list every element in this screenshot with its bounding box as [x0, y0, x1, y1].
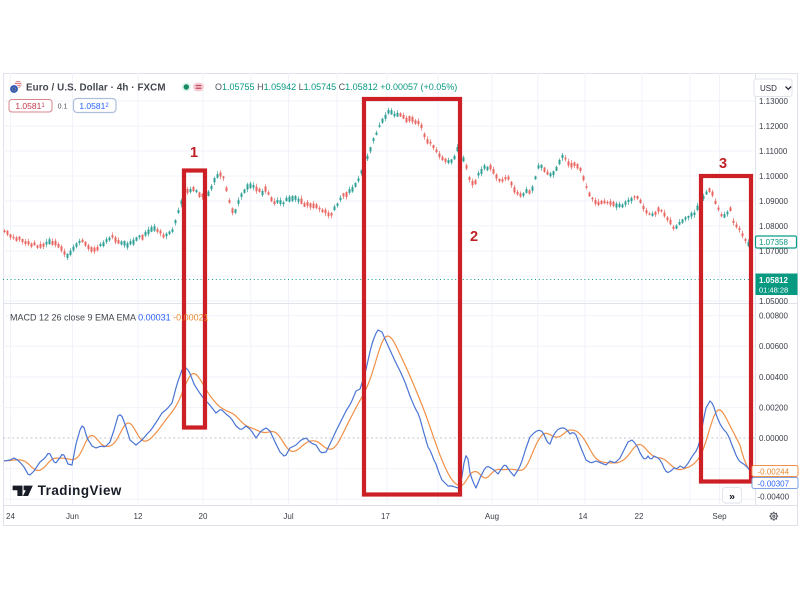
svg-text:Sep: Sep: [712, 512, 727, 521]
svg-text:Jul: Jul: [283, 512, 293, 521]
svg-text:MACD 12 26 close 9 EMA EMA 0.0: MACD 12 26 close 9 EMA EMA 0.00031 -0.00…: [10, 313, 209, 323]
svg-text:24: 24: [6, 512, 15, 521]
svg-text:0.00400: 0.00400: [759, 373, 788, 382]
svg-text:1.13000: 1.13000: [759, 97, 788, 106]
svg-text:Jun: Jun: [66, 512, 79, 521]
svg-text:0.00200: 0.00200: [759, 403, 788, 412]
svg-text:Euro / U.S. Dollar · 4h · FXCM: Euro / U.S. Dollar · 4h · FXCM: [26, 83, 166, 94]
svg-text:0.00800: 0.00800: [759, 312, 788, 321]
svg-text:Aug: Aug: [485, 512, 499, 521]
svg-text:12: 12: [134, 512, 143, 521]
svg-text:2: 2: [470, 229, 478, 245]
svg-text:-0.00400: -0.00400: [758, 492, 790, 501]
svg-text:0.1: 0.1: [58, 104, 68, 111]
svg-text:01:48:28: 01:48:28: [759, 286, 788, 295]
svg-text:0.00000: 0.00000: [759, 434, 788, 443]
svg-text:1.11000: 1.11000: [759, 147, 788, 156]
svg-text:-0.00307: -0.00307: [758, 480, 790, 489]
svg-text:22: 22: [635, 512, 644, 521]
svg-text:20: 20: [199, 512, 208, 521]
svg-text:1.08000: 1.08000: [759, 222, 788, 231]
svg-text:O1.05755 H1.05942 L1.05745 C1.: O1.05755 H1.05942 L1.05745 C1.05812 +0.0…: [215, 82, 457, 92]
svg-text:1: 1: [190, 145, 198, 161]
svg-text:1.05811: 1.05811: [15, 101, 45, 111]
svg-text:0.00600: 0.00600: [759, 342, 788, 351]
svg-text:TradingView: TradingView: [38, 483, 122, 498]
svg-text:1.10000: 1.10000: [759, 172, 788, 181]
svg-text:3: 3: [719, 156, 727, 172]
svg-text:1.05812: 1.05812: [79, 101, 109, 111]
svg-text:1.12000: 1.12000: [759, 122, 788, 131]
svg-text:-0.00244: -0.00244: [758, 468, 790, 477]
svg-text:1.07000: 1.07000: [759, 247, 788, 256]
svg-text:1.07358: 1.07358: [759, 238, 788, 247]
svg-text:1.09000: 1.09000: [759, 197, 788, 206]
svg-text:17: 17: [381, 512, 390, 521]
svg-text:»: »: [729, 491, 735, 503]
svg-text:14: 14: [579, 512, 588, 521]
svg-text:1.05812: 1.05812: [759, 276, 788, 285]
svg-text:USD: USD: [760, 84, 777, 93]
svg-text:1.05000: 1.05000: [759, 297, 788, 306]
